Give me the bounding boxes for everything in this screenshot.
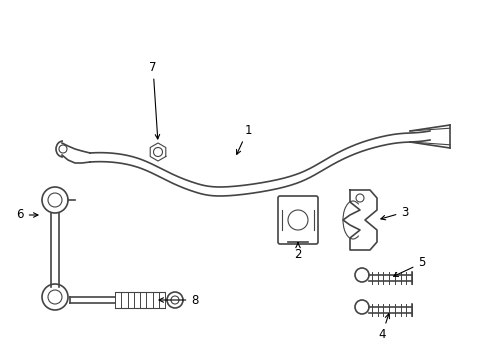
Text: 8: 8 [159, 293, 198, 306]
Text: 5: 5 [393, 256, 425, 276]
Text: 1: 1 [236, 123, 251, 154]
Text: 6: 6 [16, 208, 38, 221]
Text: 4: 4 [378, 314, 389, 342]
Text: 3: 3 [380, 206, 408, 220]
Text: 2: 2 [294, 243, 301, 261]
Text: 7: 7 [149, 60, 160, 139]
